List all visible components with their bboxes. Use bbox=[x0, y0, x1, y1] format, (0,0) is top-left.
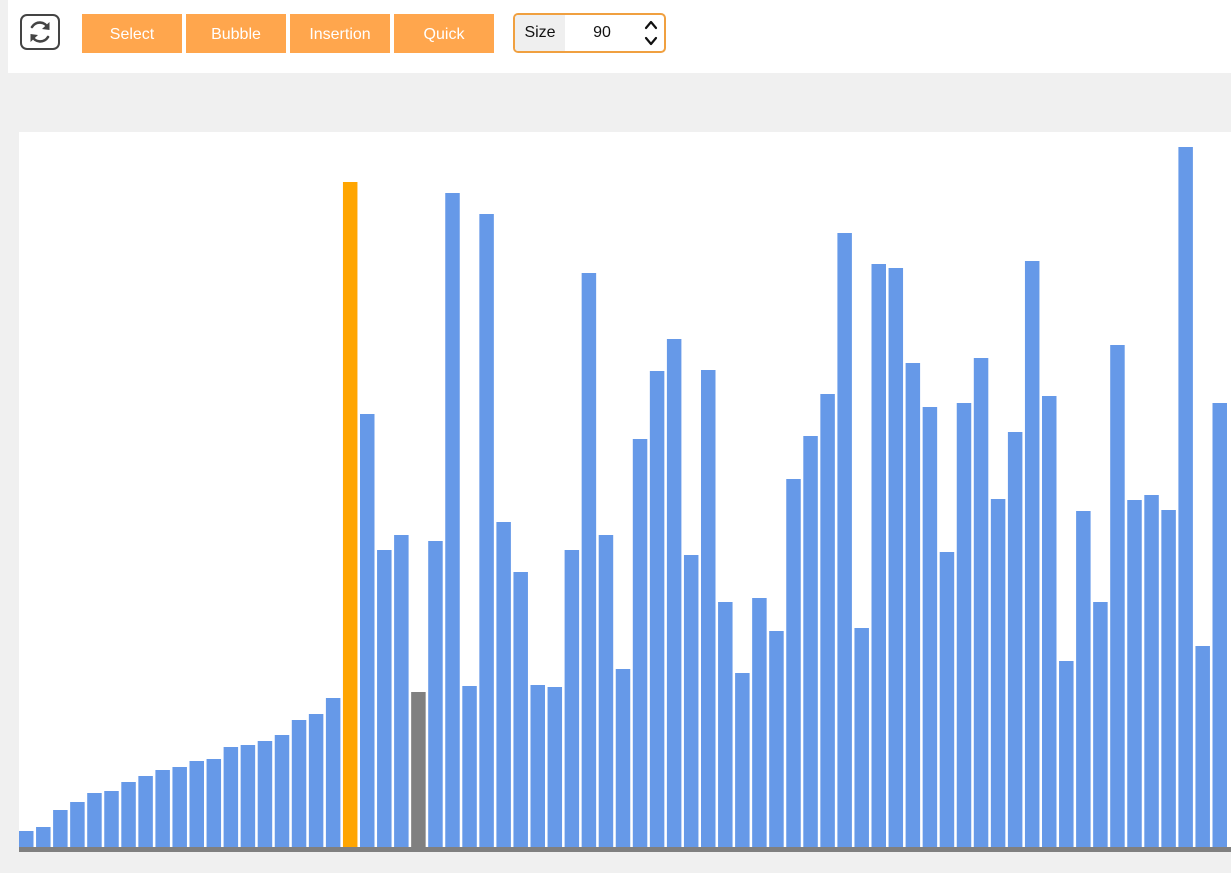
bar bbox=[564, 550, 580, 847]
baseline bbox=[19, 847, 1231, 852]
bar bbox=[649, 371, 665, 847]
bar bbox=[291, 720, 307, 847]
bar bbox=[87, 793, 102, 847]
bar bbox=[1076, 511, 1091, 847]
bar bbox=[360, 414, 375, 847]
bar bbox=[377, 550, 392, 847]
bar bbox=[274, 735, 290, 847]
size-control: Size bbox=[513, 13, 666, 53]
bar bbox=[257, 741, 273, 847]
toolbar: Select Bubble Insertion Quick Size bbox=[8, 0, 1231, 73]
bar bbox=[1042, 396, 1057, 847]
bar bbox=[632, 439, 648, 847]
bar bbox=[939, 552, 955, 847]
bar bbox=[70, 802, 85, 847]
bar bbox=[905, 363, 921, 847]
bar bbox=[735, 673, 750, 847]
size-decrement-button[interactable] bbox=[641, 33, 661, 49]
bar bbox=[189, 761, 204, 847]
bar bbox=[155, 770, 170, 847]
bar bbox=[1093, 602, 1108, 847]
bar bbox=[1144, 495, 1159, 847]
bar bbox=[19, 831, 34, 847]
bar-chart bbox=[19, 147, 1231, 852]
bar bbox=[121, 782, 136, 847]
chevron-down-icon bbox=[644, 36, 658, 46]
bar bbox=[513, 572, 528, 847]
chevron-up-icon bbox=[644, 20, 658, 30]
bar bbox=[530, 685, 545, 847]
refresh-icon bbox=[30, 21, 50, 43]
bar bbox=[718, 602, 733, 847]
bar bbox=[240, 745, 256, 847]
bar bbox=[308, 714, 324, 847]
bar bbox=[701, 370, 716, 847]
bar bbox=[888, 268, 904, 847]
sort-visualization bbox=[19, 132, 1231, 852]
bar bbox=[172, 767, 187, 847]
bar bbox=[854, 628, 869, 847]
insertion-sort-button[interactable]: Insertion bbox=[290, 14, 390, 53]
bar bbox=[223, 747, 239, 847]
bar bbox=[445, 193, 460, 847]
bar bbox=[581, 273, 597, 847]
refresh-button[interactable] bbox=[20, 14, 60, 50]
bar bbox=[1059, 661, 1074, 847]
bar bbox=[837, 233, 852, 847]
bar bbox=[752, 598, 767, 847]
bar bbox=[786, 479, 801, 847]
bar bbox=[1178, 147, 1193, 847]
bar bbox=[1007, 432, 1023, 847]
bubble-sort-button[interactable]: Bubble bbox=[186, 14, 286, 53]
size-spinner bbox=[641, 17, 661, 49]
bar bbox=[138, 776, 153, 847]
bar bbox=[206, 759, 222, 847]
bar bbox=[104, 791, 119, 847]
bar bbox=[922, 407, 938, 847]
bar bbox=[769, 631, 784, 847]
bar-active bbox=[342, 182, 358, 847]
select-sort-button[interactable]: Select bbox=[82, 14, 182, 53]
bar bbox=[871, 264, 886, 847]
bar bbox=[803, 436, 818, 847]
bar bbox=[479, 214, 494, 847]
bar bbox=[990, 499, 1006, 847]
size-input[interactable] bbox=[567, 15, 637, 51]
bar bbox=[956, 403, 972, 847]
quick-sort-button[interactable]: Quick bbox=[394, 14, 494, 53]
bar bbox=[394, 535, 409, 847]
bar bbox=[666, 339, 682, 847]
bar bbox=[615, 669, 631, 847]
bar bbox=[53, 810, 68, 847]
size-label: Size bbox=[515, 15, 565, 51]
bar bbox=[1212, 403, 1227, 847]
bar bbox=[683, 555, 699, 847]
bar bbox=[1127, 500, 1142, 847]
size-increment-button[interactable] bbox=[641, 17, 661, 33]
bar bbox=[462, 686, 477, 847]
bar bbox=[1024, 261, 1040, 847]
bar bbox=[325, 698, 341, 847]
bar bbox=[36, 827, 51, 847]
bar bbox=[973, 358, 989, 847]
bar bbox=[820, 394, 835, 847]
bar-compare bbox=[411, 692, 426, 847]
bar bbox=[547, 687, 563, 847]
bar bbox=[1195, 646, 1210, 847]
bar bbox=[1161, 510, 1176, 847]
bar bbox=[1110, 345, 1125, 847]
bar bbox=[496, 522, 511, 847]
bar bbox=[428, 541, 443, 847]
bar bbox=[598, 535, 614, 847]
